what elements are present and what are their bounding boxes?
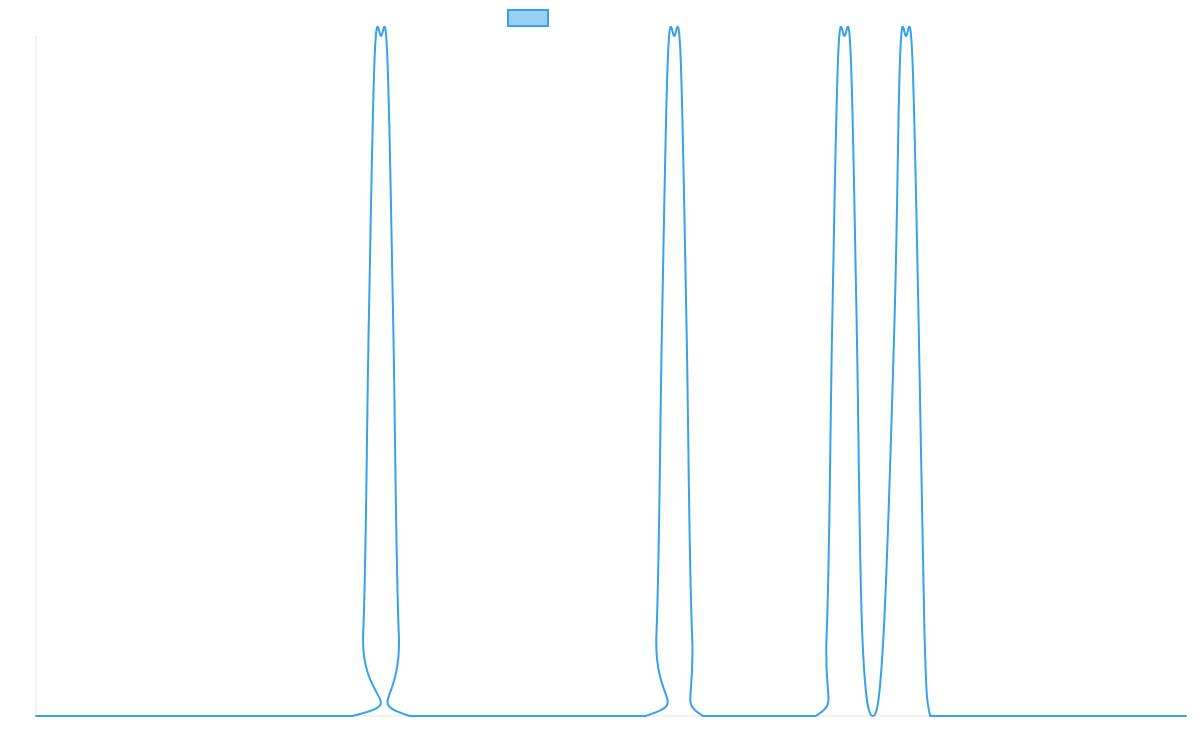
series-layer: [35, 25, 1187, 717]
legend[interactable]: [507, 9, 549, 27]
axes: [35, 36, 1186, 717]
legend-swatch-0[interactable]: [507, 9, 549, 27]
series-line-0: [35, 25, 1187, 717]
